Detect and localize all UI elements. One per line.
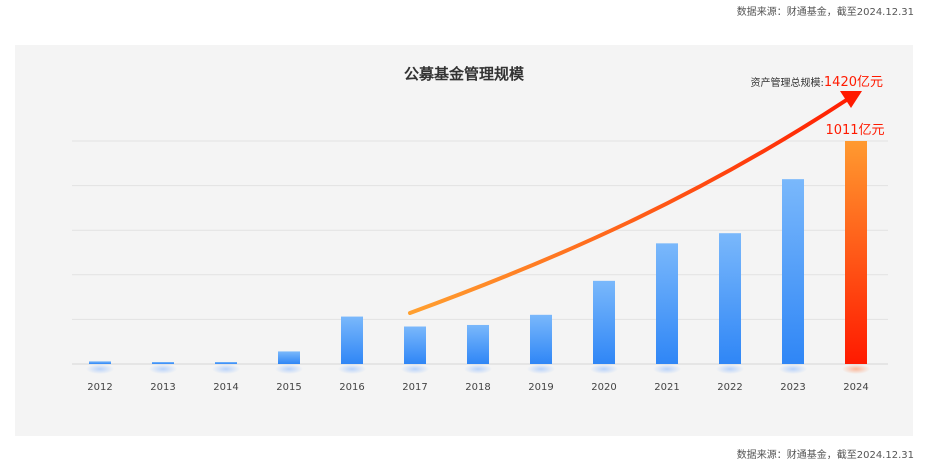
growth-arrow-shaft [408, 97, 850, 315]
bar-reflection [464, 364, 492, 374]
bar-2024 [845, 141, 867, 364]
bar-2015 [278, 351, 300, 364]
x-tick-label-2016: 2016 [339, 382, 364, 393]
bar-reflection [590, 364, 618, 374]
bar-reflection [86, 364, 114, 374]
bar-reflection [149, 364, 177, 374]
x-tick-label-2021: 2021 [654, 382, 679, 393]
bar-2018 [467, 324, 489, 364]
bar-2020 [593, 280, 615, 364]
x-tick-label-2014: 2014 [213, 382, 238, 393]
bar-2021 [656, 243, 678, 364]
annotation-value: 1420亿元 [824, 75, 883, 90]
bar-2014 [215, 362, 237, 364]
bar-2012 [89, 361, 111, 364]
x-tick-label-2024: 2024 [843, 382, 868, 393]
bar-2016 [341, 316, 363, 364]
bar-reflection [338, 364, 366, 374]
data-source-note-bottom: 数据来源：财通基金，截至2024.12.31 [736, 450, 914, 461]
annotation-prefix: 资产管理总规模: [751, 76, 824, 89]
bar-2017 [404, 326, 426, 364]
chart-title: 公募基金管理规模 [404, 65, 525, 83]
bar-reflection [527, 364, 555, 374]
total-aum-annotation: 资产管理总规模:1420亿元 [751, 75, 883, 90]
bar-2013 [152, 362, 174, 364]
bar-reflection [716, 364, 744, 374]
bar-2023 [782, 179, 804, 364]
bar-2022 [719, 233, 741, 364]
growth-arrow [408, 91, 862, 315]
bar-reflection [842, 364, 870, 374]
bar-2019 [530, 314, 552, 364]
x-tick-label-2015: 2015 [276, 382, 301, 393]
highlight-value-label: 1011亿元 [825, 123, 884, 138]
bar-series [86, 141, 870, 374]
x-tick-label-2018: 2018 [465, 382, 490, 393]
bar-reflection [212, 364, 240, 374]
x-tick-label-2023: 2023 [780, 382, 805, 393]
x-axis-labels: 2012 2013 2014 2015 2016 2017 2018 2019 2020 2021… [87, 382, 868, 393]
x-tick-label-2017: 2017 [402, 382, 427, 393]
x-tick-label-2013: 2013 [150, 382, 175, 393]
bar-reflection [275, 364, 303, 374]
x-tick-label-2012: 2012 [87, 382, 112, 393]
bar-reflection [401, 364, 429, 374]
bar-reflection [779, 364, 807, 374]
bar-reflection [653, 364, 681, 374]
x-tick-label-2019: 2019 [528, 382, 553, 393]
x-tick-label-2020: 2020 [591, 382, 616, 393]
growth-arrow-head [840, 91, 862, 108]
data-source-note-top: 数据来源：财通基金，截至2024.12.31 [736, 7, 914, 18]
x-tick-label-2022: 2022 [717, 382, 742, 393]
